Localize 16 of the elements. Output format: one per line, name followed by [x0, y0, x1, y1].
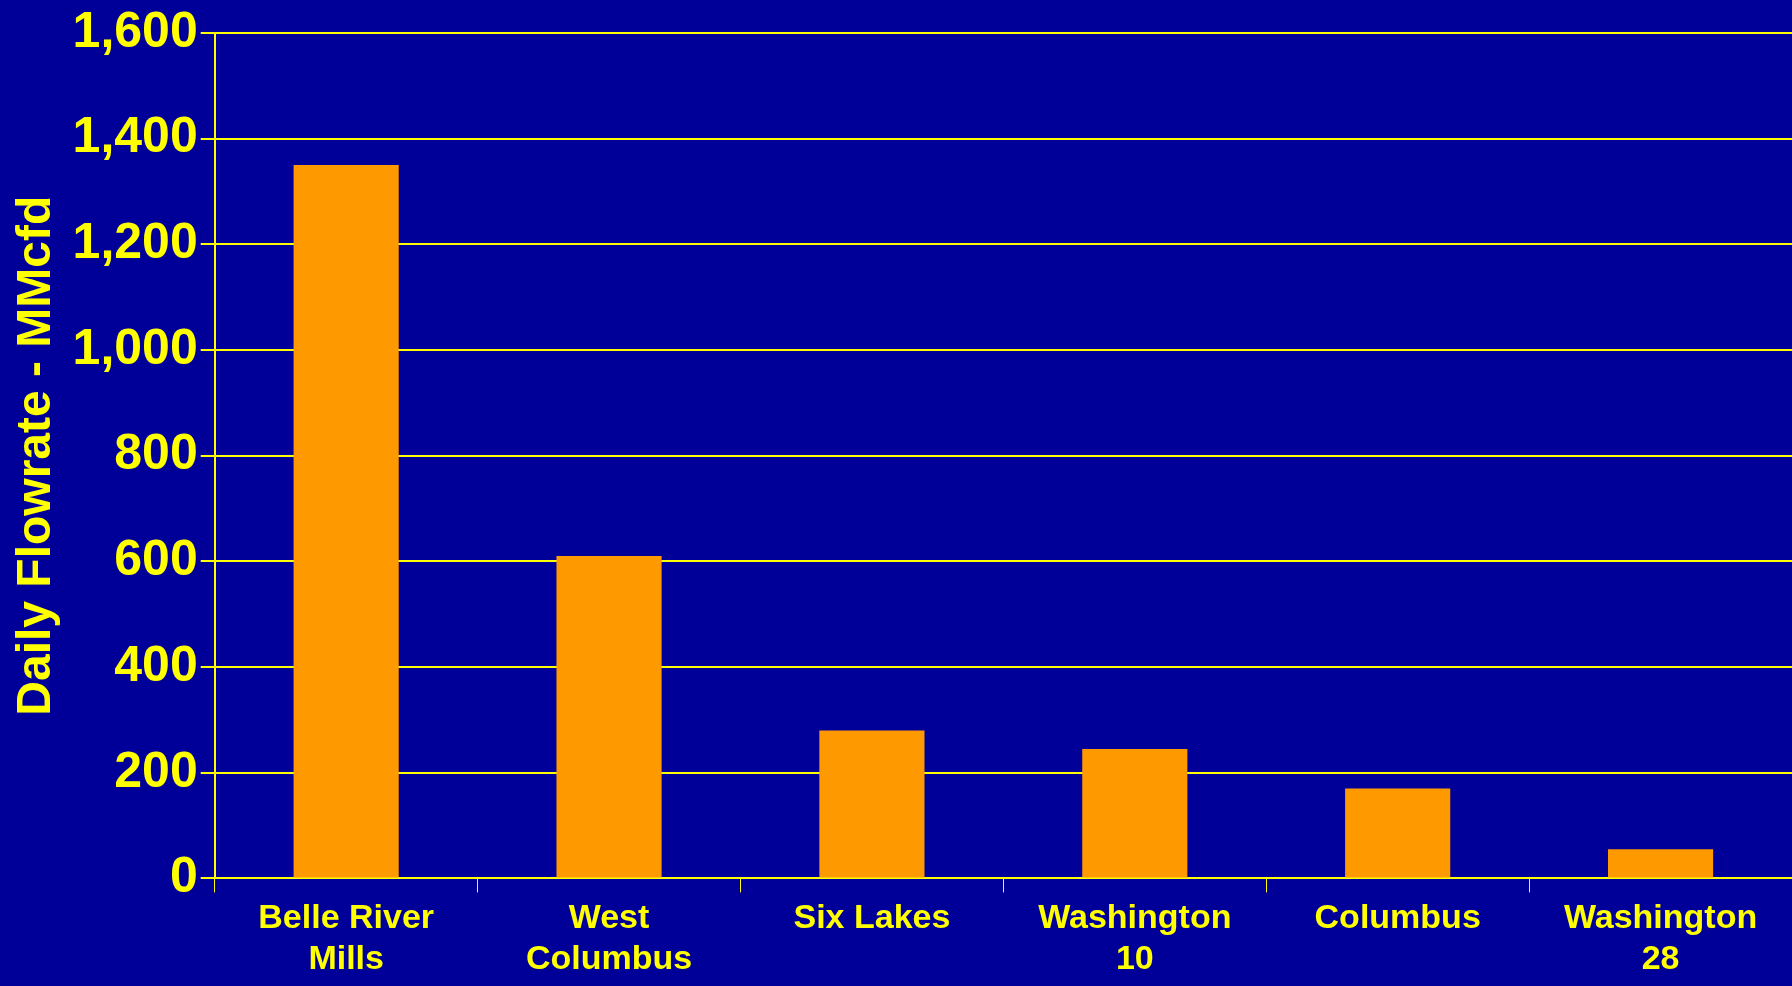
y-tick-label: 1,000	[72, 318, 198, 375]
y-tick-label: 800	[114, 424, 198, 481]
x-tick-label: Washington 28	[1563, 897, 1758, 976]
x-tick-label: West Columbus	[525, 897, 693, 976]
y-tick-label: 1,200	[72, 213, 198, 270]
x-tick-label: Columbus	[1314, 897, 1481, 936]
y-axis-title: Daily Flowrate - MMcfd	[7, 195, 61, 716]
x-tick-label: Belle River Mills	[258, 897, 435, 976]
y-tick-label: 600	[114, 530, 198, 587]
y-tick-label: 1,400	[72, 107, 198, 164]
y-tick-label: 0	[169, 847, 198, 904]
y-tick-label: 1,600	[72, 1, 198, 58]
y-tick-label: 400	[114, 635, 198, 692]
y-tick-label: 200	[114, 741, 198, 798]
x-tick-label: Six Lakes	[793, 897, 951, 936]
x-tick-label: Washington 10	[1038, 897, 1232, 976]
